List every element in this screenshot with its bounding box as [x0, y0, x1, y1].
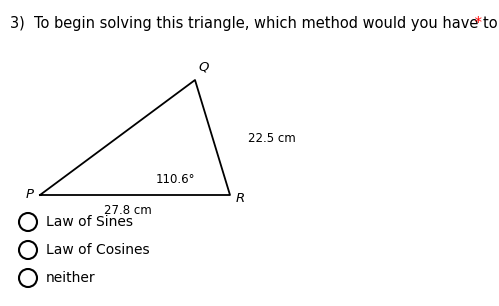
Text: *: *	[470, 16, 482, 31]
Text: neither: neither	[46, 271, 96, 285]
Text: 3)  To begin solving this triangle, which method would you have to use?: 3) To begin solving this triangle, which…	[10, 16, 499, 31]
Text: 110.6°: 110.6°	[156, 173, 195, 186]
Text: Law of Cosines: Law of Cosines	[46, 243, 150, 257]
Text: R: R	[236, 192, 245, 204]
Text: 27.8 cm: 27.8 cm	[104, 204, 152, 217]
Text: P: P	[26, 188, 34, 201]
Text: Law of Sines: Law of Sines	[46, 215, 133, 229]
Text: Q: Q	[198, 61, 209, 74]
Text: 22.5 cm: 22.5 cm	[248, 132, 296, 144]
